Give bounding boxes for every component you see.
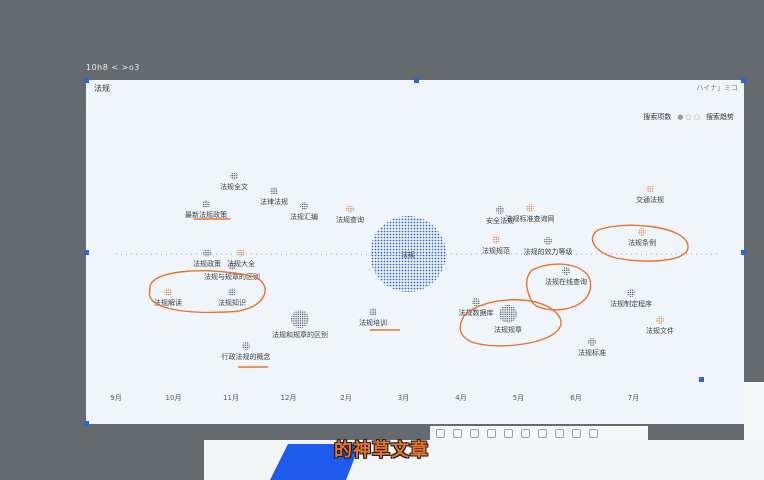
keyword-node-label: 法规的效力等级 [524, 247, 573, 256]
keyword-node-label: 法规标准 [578, 348, 606, 357]
canvas-corner-label: ハイナ」ミコ [696, 84, 738, 92]
annotation-circle-3 [526, 263, 592, 311]
keyword-node[interactable] [496, 206, 504, 214]
keyword-node[interactable] [562, 267, 570, 275]
resize-handle-bl[interactable] [84, 421, 89, 426]
keyword-node-label: 法规和规章的区别 [272, 330, 328, 339]
keyword-node[interactable] [588, 338, 596, 346]
keyword-node[interactable] [230, 172, 238, 180]
keyword-node[interactable] [638, 228, 646, 236]
resize-handle-t[interactable] [414, 78, 419, 83]
keyword-node-label: 法规政策 [193, 259, 221, 268]
keyword-node-label: 法规与规章的区别 [204, 272, 260, 281]
keyword-node[interactable] [627, 289, 635, 297]
keyword-node-label: 法规标准查询网 [506, 214, 555, 223]
toolbar-icon[interactable] [572, 428, 581, 438]
keyword-node[interactable] [544, 237, 552, 245]
keyword-node-label: 法规全文 [220, 182, 248, 191]
keyword-node[interactable] [228, 262, 236, 270]
keyword-node-label: 法规查询 [336, 215, 364, 224]
axis-month-label: 9月 [110, 394, 121, 402]
axis-month-label: 7月 [628, 394, 639, 402]
keyword-node[interactable] [300, 202, 308, 210]
legend: 搜索项数 ● ○ ○ 搜索趋势 [643, 112, 734, 122]
keyword-node[interactable] [369, 308, 377, 316]
keyword-node[interactable] [203, 249, 211, 257]
bottom-toolbar [430, 426, 648, 440]
toolbar-icon[interactable] [555, 428, 564, 438]
toolbar-icon[interactable] [521, 428, 530, 438]
keyword-node-label: 法规数据库 [459, 308, 494, 317]
keyword-node[interactable] [291, 310, 309, 328]
resize-handle-r[interactable] [741, 250, 746, 255]
axis-month-label: 3月 [398, 394, 409, 402]
graph-canvas[interactable]: 法规 ハイナ」ミコ 搜索项数 ● ○ ○ 搜索趋势 法规 法规全文法律法规最新法… [84, 78, 746, 426]
axis-layer: 9月 10月 11月 12月 2月 3月 4月 5月 6月 7月 [110, 394, 639, 402]
keyword-node[interactable] [656, 316, 664, 324]
keyword-node[interactable] [237, 249, 245, 257]
toolbar-icon[interactable] [436, 428, 445, 438]
resize-handle-l[interactable] [84, 250, 89, 255]
axis-month-label: 11月 [223, 394, 239, 402]
toolbar-icon[interactable] [487, 428, 496, 438]
annotation-layer [148, 218, 689, 368]
keyword-node-label: 行政法规的概念 [222, 352, 271, 361]
resize-handle-tr[interactable] [741, 78, 746, 83]
resize-handle-br[interactable] [699, 377, 704, 382]
keyword-node-label: 安全法规 [486, 216, 514, 225]
keyword-node[interactable] [472, 298, 480, 306]
keyword-node-label: 最新法规政策 [185, 210, 227, 219]
legend-right: 搜索趋势 [706, 113, 734, 121]
keyword-node[interactable] [242, 342, 250, 350]
breadcrumb: 10h8 < >o3 [86, 63, 140, 72]
keyword-node[interactable] [228, 288, 236, 296]
toolbar-icon[interactable] [453, 428, 462, 438]
keyword-node-label: 法规制定程序 [610, 299, 652, 308]
keyword-node[interactable] [270, 187, 278, 195]
keyword-node[interactable] [164, 288, 172, 296]
legend-dots: ● ○ ○ [677, 113, 700, 121]
keyword-node-label: 法规文件 [646, 326, 674, 335]
toolbar-icon[interactable] [470, 428, 479, 438]
keyword-node[interactable] [492, 236, 500, 244]
keyword-node[interactable] [346, 205, 354, 213]
axis-month-label: 6月 [570, 394, 581, 402]
keyword-node-label: 法规大全 [227, 259, 255, 268]
keyword-node[interactable] [499, 305, 517, 323]
axis-month-label: 2月 [340, 394, 351, 402]
caption-overlay: 的神草文章 [334, 440, 429, 461]
keyword-node-label: 法规条例 [628, 238, 656, 247]
keyword-node-label: 法规在线查询 [545, 277, 587, 286]
toolbar-icon[interactable] [504, 428, 513, 438]
keyword-node-label: 法规解读 [154, 298, 182, 307]
keyword-node[interactable] [646, 185, 654, 193]
axis-month-label: 12月 [281, 394, 297, 402]
axis-month-label: 5月 [513, 394, 524, 402]
blue-shape [270, 444, 360, 480]
center-node-label: 法规 [401, 250, 415, 259]
keyword-node[interactable] [202, 200, 210, 208]
keyword-node-label: 交通法规 [636, 195, 664, 204]
keyword-node-label: 法规培训 [359, 318, 387, 327]
keyword-node-label: 法规汇编 [290, 212, 318, 221]
center-node[interactable] [370, 216, 446, 292]
toolbar-icon[interactable] [589, 428, 598, 438]
keyword-node-label: 法规规范 [482, 246, 510, 255]
legend-left: 搜索项数 [643, 113, 672, 121]
annotation-circle-4 [459, 299, 562, 347]
annotation-circle-1 [148, 270, 266, 314]
keyword-node-label: 法律法规 [260, 197, 288, 206]
keyword-node[interactable] [526, 204, 534, 212]
toolbar-icon[interactable] [538, 428, 547, 438]
keyword-node-label: 法规知识 [218, 298, 246, 307]
axis-month-label: 4月 [455, 394, 466, 402]
annotation-circle-2 [591, 224, 689, 262]
axis-month-label: 10月 [166, 394, 182, 402]
canvas-title: 法规 [94, 84, 110, 93]
resize-handle-tl[interactable] [84, 78, 89, 83]
keyword-node-label: 法规规章 [494, 325, 522, 334]
